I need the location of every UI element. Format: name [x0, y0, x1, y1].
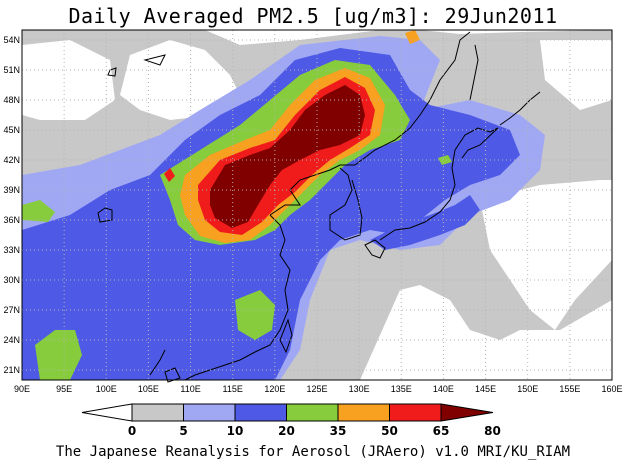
longitude-label: 160E: [601, 384, 622, 394]
latitude-label: 30N: [3, 275, 20, 285]
clean-area-west: [22, 40, 115, 120]
coastline-island-west: [107, 67, 117, 77]
coastline-taiwan: [279, 318, 293, 354]
colorbar-box: [389, 403, 442, 422]
pm25-map: 54N 51N 48N 45N 42N 39N 36N 33N 30N 27N 24N 21N 90E…: [3, 29, 623, 394]
shade-35-50-southwest: [35, 330, 82, 380]
latitude-label: 36N: [3, 215, 20, 225]
coastline-korea: [329, 167, 363, 241]
latitude-label: 27N: [3, 305, 20, 315]
coastline-vietnam: [149, 349, 166, 376]
shade-above-80-spot: [164, 168, 175, 182]
longitude-label: 105E: [138, 384, 159, 394]
colorbar-tick-label: 5: [179, 424, 187, 438]
longitude-label: 115E: [223, 384, 243, 394]
coastline-north-lake: [143, 54, 166, 66]
longitude-label: 100E: [96, 384, 117, 394]
colorbar-box: [131, 403, 184, 422]
coastline-sakhalin: [469, 44, 479, 101]
colorbar-labels: 0 5 10 20 35 50 65 80: [128, 424, 501, 438]
colorbar-tick-label: 65: [433, 424, 450, 438]
shade-north-spot: [405, 30, 420, 44]
coastline-china: [184, 214, 291, 381]
colorbar-tick-label: 20: [278, 424, 295, 438]
clean-area-pacific: [480, 180, 612, 330]
latitude-label: 33N: [3, 245, 20, 255]
map-title: Daily Averaged PM2.5 [ug/m3]: 29Jun2011: [68, 4, 558, 28]
longitude-label: 95E: [56, 384, 72, 394]
latitude-label: 42N: [3, 155, 20, 165]
colorbar-tick-label: 35: [330, 424, 347, 438]
shade-35-50-west: [22, 200, 55, 222]
latitude-label: 54N: [3, 35, 20, 45]
colorbar-tick-label: 80: [484, 424, 501, 438]
latitude-label: 24N: [3, 335, 20, 345]
longitude-label: 145E: [475, 384, 496, 394]
colorbar-tick-label: 50: [381, 424, 398, 438]
longitude-label: 155E: [559, 384, 580, 394]
map-frame: [21, 29, 613, 381]
coastline-japan-kyushu: [364, 239, 386, 259]
coastline-bohai: [269, 164, 355, 216]
latitude-label: 21N: [3, 365, 20, 375]
coastline-hainan: [164, 367, 181, 383]
colorbar-upper-arrow: [440, 403, 494, 422]
latitude-label: 39N: [3, 185, 20, 195]
longitude-labels: 90E 95E 100E 105E 110E 115E 120E 125E 130E 135E 14…: [14, 384, 623, 394]
longitude-label: 90E: [14, 384, 30, 394]
colorbar: 0 5 10 20 35 50 65 80: [81, 403, 501, 438]
credit-line: The Japanese Reanalysis for Aerosol (JRA…: [55, 444, 571, 460]
colorbar-tick-label: 0: [128, 424, 136, 438]
coastline-kuril: [499, 91, 541, 126]
latitude-labels: 54N 51N 48N 45N 42N 39N 36N 33N 30N 27N 24N 21N: [3, 35, 20, 375]
longitude-label: 110E: [180, 384, 200, 394]
longitude-label: 130E: [349, 384, 370, 394]
coastline-japan-honshu: [379, 149, 456, 241]
longitude-label: 125E: [306, 384, 327, 394]
shade-above-80: [210, 85, 365, 228]
latitude-label: 51N: [3, 65, 20, 75]
colorbar-box: [183, 403, 236, 422]
longitude-label: 150E: [517, 384, 538, 394]
colorbar-box: [286, 403, 339, 422]
longitude-label: 120E: [264, 384, 285, 394]
colorbar-tick-label: 10: [227, 424, 244, 438]
clean-area-japan-sea: [540, 40, 612, 110]
longitude-label: 140E: [433, 384, 454, 394]
latitude-label: 45N: [3, 125, 20, 135]
shade-35-50-islet: [438, 155, 452, 165]
colorbar-box: [337, 403, 390, 422]
colorbar-lower-arrow: [81, 403, 133, 422]
latitude-label: 48N: [3, 95, 20, 105]
coastline-russia: [354, 31, 471, 166]
shade-35-50-south: [235, 290, 275, 340]
longitude-label: 135E: [391, 384, 412, 394]
colorbar-boxes: [81, 403, 494, 422]
colorbar-box: [234, 403, 287, 422]
coastline-west-lake: [97, 207, 113, 223]
